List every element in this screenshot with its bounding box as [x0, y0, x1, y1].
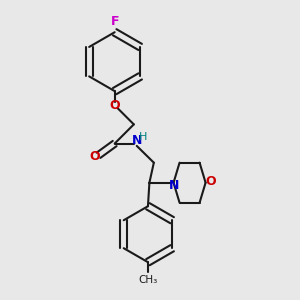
Text: CH₃: CH₃ [138, 275, 158, 285]
Text: O: O [205, 175, 216, 188]
Text: N: N [169, 178, 179, 191]
Text: F: F [110, 14, 119, 28]
Text: O: O [110, 99, 120, 112]
Text: O: O [90, 150, 100, 163]
Text: N: N [132, 134, 142, 147]
Text: H: H [139, 132, 147, 142]
